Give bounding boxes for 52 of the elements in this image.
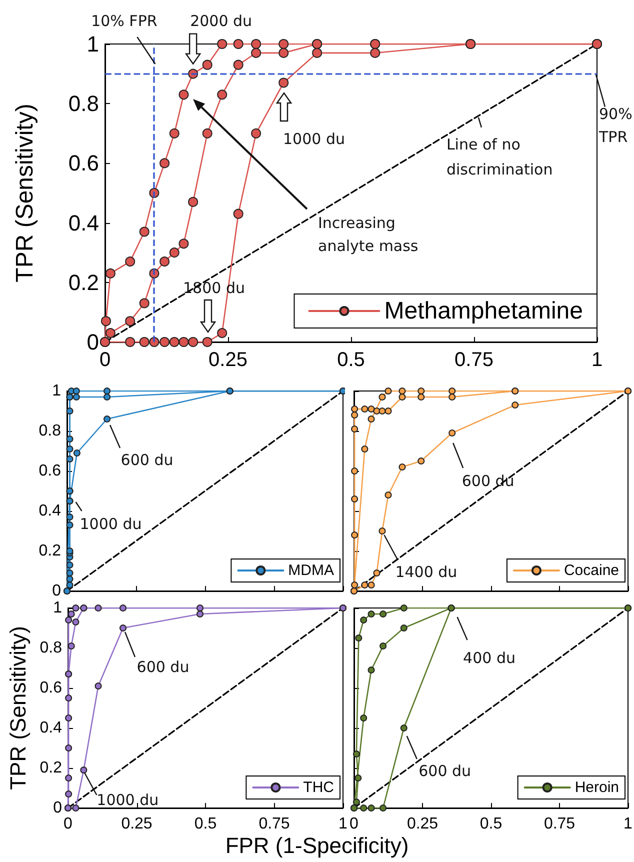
y-tick-label: 0.4 [68, 210, 99, 236]
y-tick-label: 0.8 [68, 91, 99, 116]
y-tick-label: 0.6 [40, 680, 62, 696]
annotation: Line of no discrimination [446, 135, 553, 178]
annotation: Increasing analyte mass [318, 214, 418, 255]
annotation: 1400 du [395, 563, 458, 581]
x-tick-label: 0.25 [208, 349, 248, 371]
x-tick-label: 1 [624, 816, 633, 832]
annotation: 600 du [136, 658, 190, 676]
y-tick-label: 0.2 [68, 270, 99, 295]
y-tick-label: 0.2 [38, 542, 62, 560]
x-tick-label: 0.75 [454, 349, 494, 371]
y-tick-label: 0 [53, 800, 62, 816]
annotation: 1000 du [96, 791, 159, 809]
x-axis-title: FPR (1-Specificity) [225, 833, 409, 859]
x-tick-label: 0.75 [544, 816, 576, 832]
x-tick-label: 0.5 [337, 349, 365, 371]
y-tick-label: 0.6 [68, 150, 99, 176]
y-tick-label: 0 [86, 330, 99, 354]
y-axis-title: TPR (Sensitivity) [12, 104, 38, 282]
legend-label: Methamphetamine [384, 298, 584, 324]
ref-line-label: 90% TPR [598, 104, 632, 146]
legend-label: Cocaine [564, 562, 620, 579]
y-tick-label: 1 [53, 600, 62, 616]
x-tick-label: 1 [591, 349, 603, 371]
y-tick-label: 1 [52, 382, 62, 400]
legend-label: Heroin [574, 779, 619, 796]
x-tick-label: 0.25 [121, 816, 152, 832]
x-tick-label: 0.5 [194, 816, 217, 832]
y-tick-label: 0.8 [40, 640, 62, 656]
y-axis-title: TPR (Sensitivity) [5, 626, 30, 790]
annotation: 400 du [463, 649, 516, 667]
x-tick-label: 0.25 [406, 816, 438, 832]
ref-line-label: 10% FPR [91, 12, 158, 30]
annotation: 1000 du [283, 130, 345, 148]
y-tick-label: 0.8 [38, 422, 62, 440]
x-tick-label: 0.5 [480, 816, 502, 832]
legend-label: THC [303, 779, 334, 796]
annotation: 2000 du [190, 12, 252, 30]
x-tick-label: 1 [338, 816, 348, 832]
y-tick-label: 0.4 [38, 502, 62, 520]
annotation: 600 du [418, 762, 472, 780]
annotation: 600 du [120, 451, 174, 469]
y-tick-label: 1 [86, 32, 99, 56]
annotation: 1000 du [80, 515, 142, 533]
y-tick-label: 0.6 [38, 462, 62, 480]
y-tick-label: 0 [52, 582, 62, 600]
y-tick-label: 0.2 [40, 760, 62, 776]
x-tick-label: 0.75 [258, 816, 290, 832]
y-tick-label: 0.4 [40, 720, 62, 736]
legend-label: MDMA [288, 562, 334, 579]
x-tick-label: 0 [350, 816, 359, 832]
